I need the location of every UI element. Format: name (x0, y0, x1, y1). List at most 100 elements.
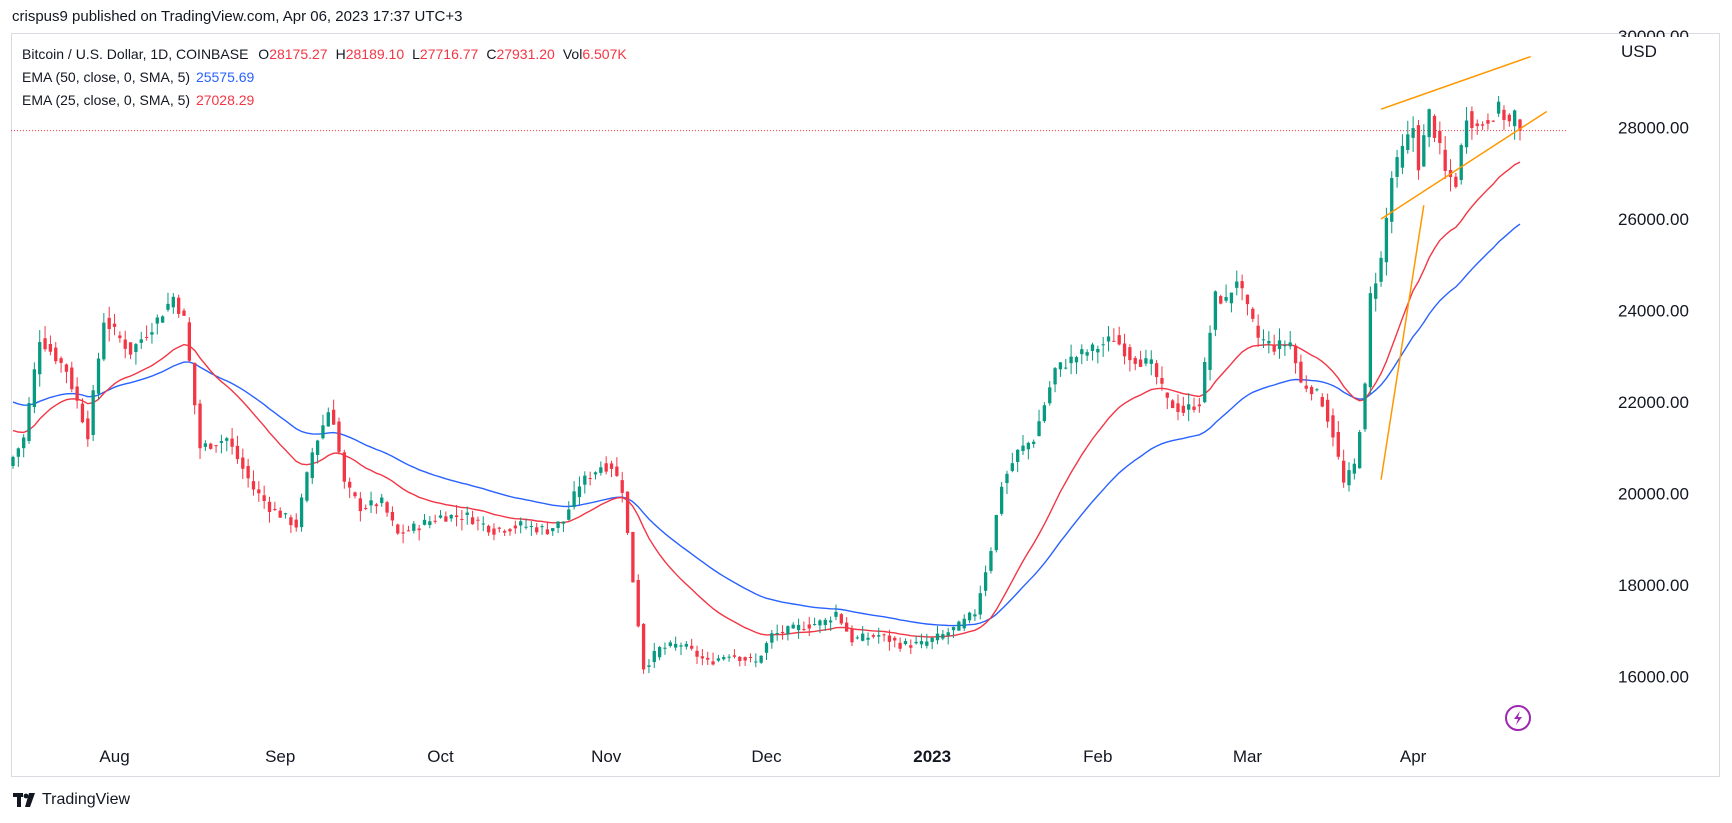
candle[interactable] (267, 496, 272, 523)
candle[interactable] (1053, 367, 1057, 393)
candle[interactable] (128, 342, 133, 360)
candle[interactable] (251, 470, 256, 496)
candle[interactable] (139, 331, 143, 349)
candle[interactable] (406, 525, 411, 532)
candle[interactable] (684, 641, 688, 650)
candle[interactable] (556, 521, 560, 534)
candle[interactable] (342, 449, 346, 489)
candle[interactable] (358, 491, 363, 522)
candle[interactable] (935, 625, 940, 645)
candle[interactable] (1128, 344, 1132, 372)
price-axis[interactable]: 16000.00 18000.00 20000.00 22000.00 24000.00… (1580, 27, 1710, 686)
candle[interactable] (1299, 354, 1303, 384)
candle[interactable] (1106, 326, 1111, 352)
candle[interactable] (572, 481, 576, 510)
candle[interactable] (43, 326, 47, 352)
candle[interactable] (299, 493, 304, 532)
candle[interactable] (941, 629, 945, 641)
candle[interactable] (1048, 381, 1052, 406)
candle[interactable] (668, 640, 672, 648)
candle[interactable] (1251, 306, 1255, 323)
candle[interactable] (1358, 429, 1362, 469)
candle[interactable] (1496, 95, 1501, 117)
candle[interactable] (1486, 113, 1490, 130)
candle[interactable] (1384, 207, 1389, 276)
candle[interactable] (823, 617, 827, 631)
candle[interactable] (882, 633, 886, 642)
candle[interactable] (278, 507, 282, 518)
candle[interactable] (273, 501, 277, 511)
candle[interactable] (1085, 349, 1089, 362)
candle[interactable] (1074, 355, 1079, 374)
candle[interactable] (636, 574, 640, 628)
candle[interactable] (1256, 314, 1260, 347)
candle[interactable] (1272, 334, 1276, 356)
candle[interactable] (396, 523, 400, 535)
candle[interactable] (540, 524, 544, 535)
candle[interactable] (877, 627, 881, 644)
candle[interactable] (412, 520, 416, 534)
candle[interactable] (567, 501, 571, 521)
candle[interactable] (283, 512, 288, 519)
candle[interactable] (11, 455, 15, 469)
candle[interactable] (631, 531, 635, 583)
candle[interactable] (1512, 109, 1517, 140)
candle[interactable] (855, 635, 860, 640)
candle[interactable] (497, 526, 501, 533)
candle[interactable] (1309, 385, 1314, 401)
candle[interactable] (657, 645, 662, 661)
candle[interactable] (166, 292, 170, 312)
candle[interactable] (1347, 462, 1351, 492)
candle[interactable] (839, 613, 843, 626)
candle[interactable] (1480, 121, 1485, 131)
candle[interactable] (1176, 394, 1180, 421)
candle[interactable] (64, 363, 69, 384)
candle[interactable] (390, 506, 395, 527)
candle[interactable] (1219, 294, 1223, 305)
candle[interactable] (1491, 120, 1495, 122)
candle[interactable] (123, 330, 127, 359)
candle[interactable] (1187, 393, 1191, 422)
candle[interactable] (310, 447, 314, 484)
candle[interactable] (1267, 331, 1271, 354)
candle[interactable] (748, 653, 753, 663)
candle[interactable] (700, 648, 705, 666)
candle[interactable] (380, 493, 384, 507)
candle[interactable] (59, 356, 63, 373)
candle[interactable] (978, 585, 982, 620)
candle[interactable] (1138, 350, 1143, 368)
candle[interactable] (1406, 120, 1410, 154)
candle[interactable] (738, 656, 742, 667)
candle[interactable] (1320, 393, 1324, 408)
candle[interactable] (48, 335, 53, 356)
candle[interactable] (1400, 134, 1405, 174)
candle[interactable] (193, 362, 197, 415)
candle[interactable] (909, 639, 913, 655)
candle[interactable] (492, 523, 496, 541)
candle[interactable] (118, 331, 122, 343)
candle[interactable] (1507, 113, 1511, 127)
candle[interactable] (449, 514, 453, 522)
candle[interactable] (1144, 349, 1148, 367)
candle[interactable] (1058, 361, 1063, 377)
candle[interactable] (722, 654, 726, 661)
candle[interactable] (529, 521, 534, 536)
candle[interactable] (1379, 251, 1383, 287)
candle[interactable] (54, 342, 58, 365)
candle[interactable] (807, 616, 811, 637)
chart-pane[interactable] (11, 33, 1720, 777)
candle[interactable] (1336, 420, 1340, 460)
candle[interactable] (1475, 119, 1479, 135)
candle[interactable] (422, 514, 427, 526)
candle[interactable] (1245, 294, 1250, 316)
candle[interactable] (433, 514, 437, 524)
candle[interactable] (1470, 106, 1474, 140)
candle[interactable] (22, 434, 26, 458)
candle[interactable] (967, 611, 972, 624)
candle[interactable] (315, 439, 320, 464)
candle[interactable] (289, 514, 293, 533)
time-axis[interactable]: Aug Sep Oct Nov Dec 2023 Feb Mar Apr (99, 747, 1426, 766)
candle[interactable] (1165, 392, 1169, 410)
candle[interactable] (1160, 366, 1164, 391)
candle[interactable] (1122, 333, 1127, 365)
